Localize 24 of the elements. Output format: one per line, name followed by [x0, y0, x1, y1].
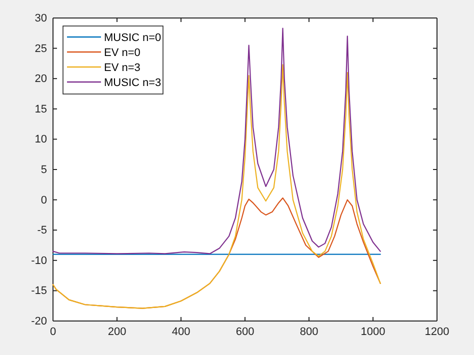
legend-label: MUSIC n=0	[104, 32, 162, 44]
y-tick-label: 5	[40, 164, 47, 176]
y-tick-label: -15	[31, 285, 47, 298]
x-tick-label: 200	[108, 326, 126, 338]
y-tick-label: 10	[34, 134, 47, 146]
legend-label: EV n=3	[104, 62, 140, 74]
y-tick-label: -20	[31, 316, 47, 328]
y-tick-label: 20	[34, 73, 47, 86]
y-tick-label: 30	[34, 12, 47, 25]
x-tick-label: 400	[172, 326, 190, 338]
x-tick-label: 1200	[424, 326, 450, 338]
y-tick-label: -5	[37, 224, 47, 237]
legend-label: MUSIC n=3	[104, 77, 162, 89]
y-tick-label: 25	[34, 42, 47, 55]
y-tick-label: 0	[40, 194, 47, 206]
y-tick-label: 15	[34, 103, 47, 116]
x-tick-label: 800	[300, 326, 318, 338]
y-tick-label: -10	[31, 254, 47, 267]
x-tick-label: 0	[50, 326, 56, 338]
line-series	[52, 64, 381, 309]
line-series	[52, 28, 381, 254]
x-tick-label: 600	[236, 326, 254, 338]
legend-label: EV n=0	[104, 47, 140, 59]
x-tick-label: 1000	[360, 326, 386, 338]
